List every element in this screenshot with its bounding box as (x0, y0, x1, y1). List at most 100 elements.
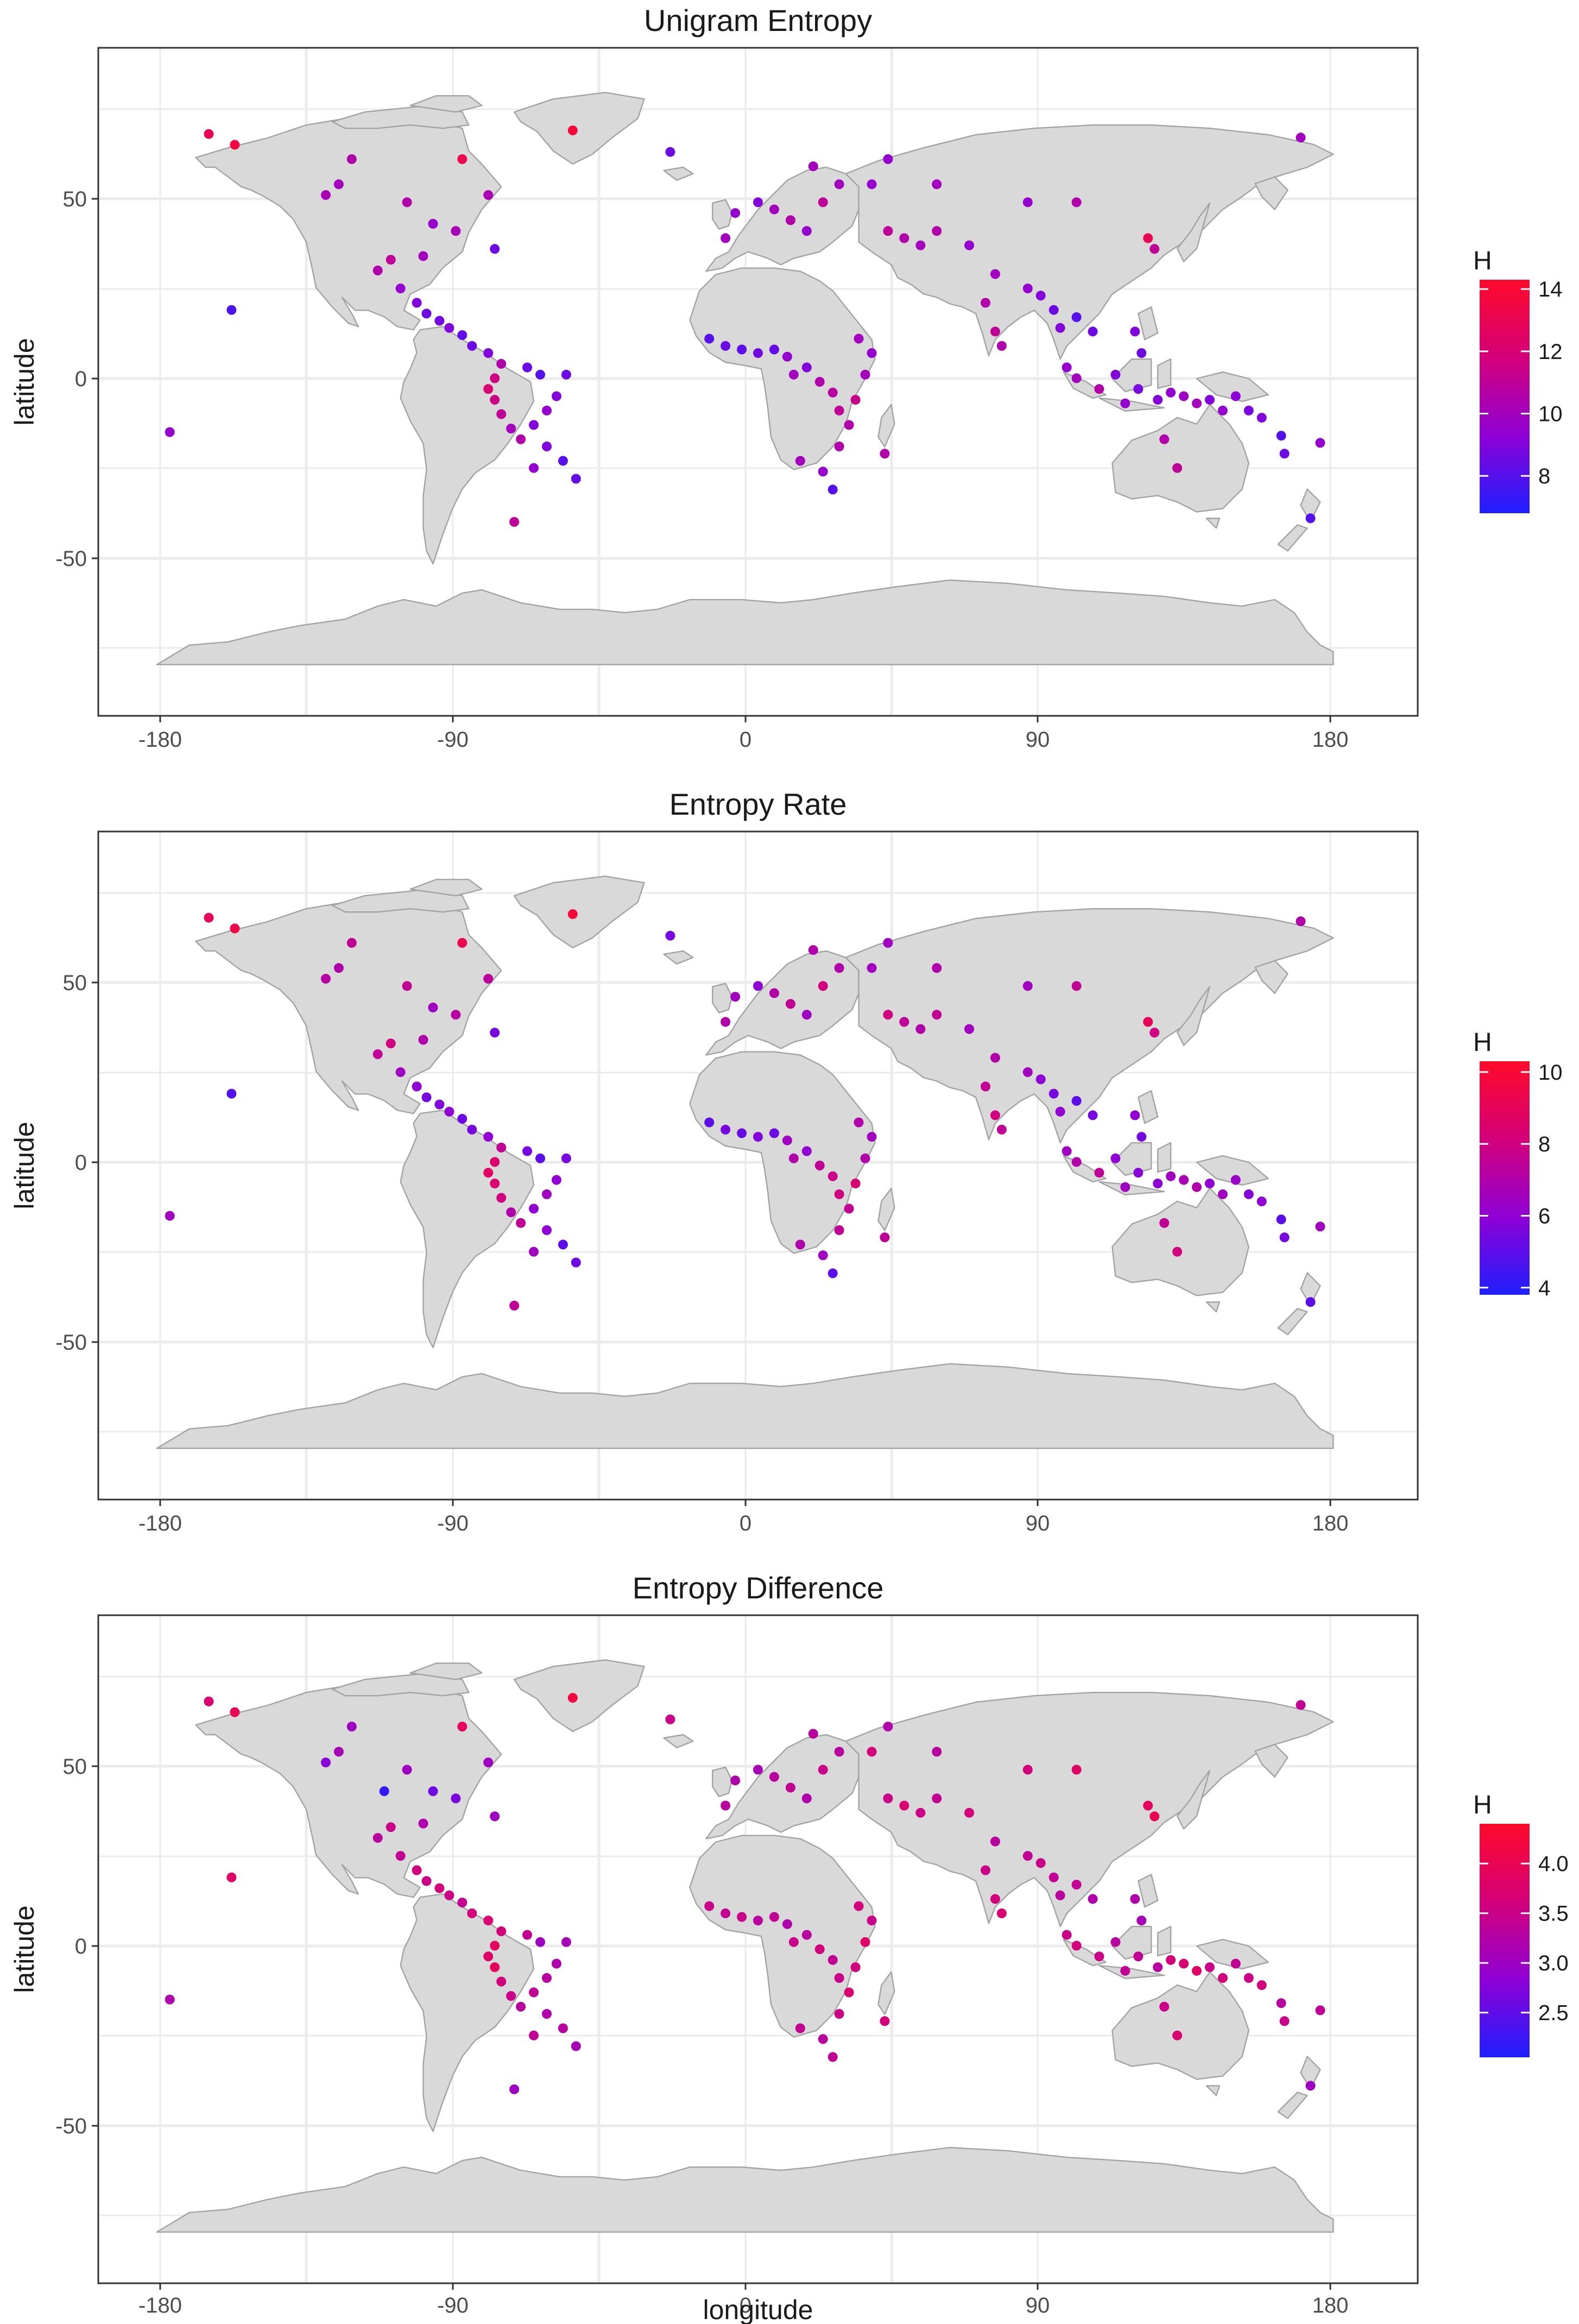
data-point (529, 1246, 539, 1257)
data-point (1120, 398, 1130, 408)
data-point (535, 1153, 545, 1163)
legend-tick-label: 2.5 (1538, 2001, 1569, 2025)
data-point (165, 1994, 175, 2005)
data-point (1049, 1088, 1059, 1099)
data-point (1192, 1966, 1202, 1976)
data-point (1204, 1962, 1215, 1973)
data-point (1149, 1028, 1160, 1038)
data-point (1243, 1973, 1254, 1983)
data-point (418, 1818, 428, 1829)
data-point (1166, 387, 1176, 398)
data-point (1217, 405, 1228, 415)
legend-tick-label: 4.0 (1538, 1852, 1569, 1876)
data-point (1204, 395, 1215, 405)
data-point (412, 1865, 422, 1875)
data-point (496, 1976, 507, 1987)
data-point (451, 1010, 461, 1020)
data-point (516, 2001, 526, 2012)
data-point (1071, 1941, 1082, 1951)
data-point (402, 981, 412, 991)
legend: H 14 12 10 8 (1473, 247, 1563, 513)
x-tick-label: -180 (138, 1511, 182, 1535)
data-point (844, 1987, 854, 1998)
data-point (1315, 438, 1325, 448)
data-point (1035, 1074, 1046, 1085)
data-point (230, 923, 240, 934)
data-point (1166, 1955, 1176, 1965)
data-point (395, 284, 406, 294)
data-point (490, 395, 500, 405)
data-point (529, 2030, 539, 2040)
x-axis: -180 -90 0 90 180 (138, 1500, 1348, 1535)
data-point (522, 362, 532, 373)
data-point (1315, 2005, 1325, 2016)
data-point (1071, 1765, 1082, 1775)
data-point (457, 154, 468, 164)
data-point (434, 1099, 445, 1110)
data-point (899, 1800, 909, 1811)
data-point (721, 341, 731, 351)
data-point (721, 233, 731, 243)
data-point (496, 1193, 507, 1203)
data-point (561, 1937, 571, 1947)
data-point (346, 938, 357, 948)
data-point (782, 1919, 792, 1929)
data-point (1130, 326, 1140, 337)
data-point (834, 1225, 844, 1235)
data-point (828, 484, 838, 495)
x-tick-label: 0 (740, 1511, 751, 1535)
data-point (1179, 1958, 1189, 1969)
data-point (165, 1211, 175, 1221)
data-point (230, 140, 240, 150)
data-point (490, 1941, 500, 1951)
data-point (1133, 1168, 1144, 1178)
data-point (808, 1729, 818, 1739)
x-tick-label: 0 (740, 728, 751, 752)
data-point (981, 298, 990, 308)
data-point (1305, 2081, 1316, 2091)
data-point (753, 348, 763, 358)
data-point (483, 1916, 494, 1926)
data-point (1153, 1179, 1163, 1189)
data-point (1088, 326, 1098, 337)
data-point (834, 963, 844, 973)
data-point (981, 1081, 990, 1092)
data-point (801, 1930, 812, 1940)
legend-title: H (1473, 1791, 1492, 1819)
data-point (496, 1142, 507, 1152)
data-point (665, 930, 675, 941)
data-point (506, 424, 516, 433)
data-point (990, 1053, 1000, 1063)
data-point (818, 1250, 828, 1261)
data-point (818, 2034, 828, 2044)
data-point (1094, 1168, 1104, 1178)
legend-tick-label: 6 (1538, 1204, 1550, 1228)
data-point (1133, 384, 1144, 394)
data-point (785, 215, 795, 225)
data-point (1062, 362, 1072, 373)
data-point (883, 1010, 893, 1020)
data-point (483, 1168, 494, 1178)
data-point (1179, 391, 1189, 401)
data-point (522, 1930, 532, 1940)
data-point (1022, 1851, 1033, 1861)
legend-title: H (1473, 1028, 1492, 1057)
data-point (467, 341, 477, 351)
data-point (996, 1908, 1007, 1918)
data-point (1071, 1157, 1082, 1167)
data-point (418, 251, 428, 261)
data-point (230, 1707, 240, 1717)
data-point (1110, 1153, 1121, 1163)
data-point (1110, 369, 1121, 380)
data-point (1143, 233, 1153, 243)
data-point (818, 197, 828, 207)
x-tick-label: -180 (138, 2294, 182, 2317)
data-point (204, 912, 214, 923)
data-point (567, 909, 578, 919)
data-point (490, 1157, 500, 1167)
data-point (558, 456, 568, 466)
data-point (990, 269, 1000, 279)
data-point (1172, 2030, 1183, 2040)
data-point (814, 1944, 825, 1954)
data-point (490, 1811, 500, 1822)
